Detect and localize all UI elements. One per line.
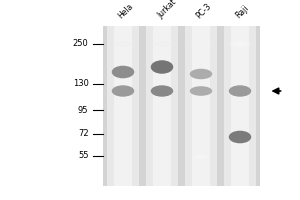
Ellipse shape (191, 41, 211, 47)
Text: Raji: Raji (234, 3, 250, 20)
Ellipse shape (151, 85, 173, 97)
Ellipse shape (194, 155, 208, 159)
Ellipse shape (229, 131, 251, 143)
Text: 130: 130 (73, 79, 88, 88)
Bar (114, 26, 132, 186)
Bar (192, 26, 210, 186)
Text: Hela: Hela (117, 1, 135, 20)
Bar (224, 26, 256, 186)
Bar (107, 26, 139, 186)
Text: 95: 95 (78, 106, 88, 114)
Text: 55: 55 (78, 152, 88, 160)
Ellipse shape (112, 66, 134, 78)
Ellipse shape (112, 85, 134, 97)
Bar (185, 26, 217, 186)
Bar (103, 26, 260, 186)
Ellipse shape (154, 111, 170, 115)
Bar (153, 26, 171, 186)
Bar (231, 26, 249, 186)
Ellipse shape (190, 86, 212, 96)
Bar (146, 26, 178, 186)
Ellipse shape (151, 60, 173, 74)
Ellipse shape (190, 69, 212, 79)
Ellipse shape (230, 41, 250, 47)
Text: Jurkat: Jurkat (156, 0, 178, 20)
Text: PC-3: PC-3 (195, 1, 213, 20)
Text: 72: 72 (78, 130, 88, 139)
Ellipse shape (193, 111, 209, 115)
Ellipse shape (152, 41, 172, 47)
Ellipse shape (232, 111, 248, 115)
Text: 250: 250 (73, 40, 88, 48)
Ellipse shape (113, 41, 133, 47)
Ellipse shape (229, 85, 251, 97)
